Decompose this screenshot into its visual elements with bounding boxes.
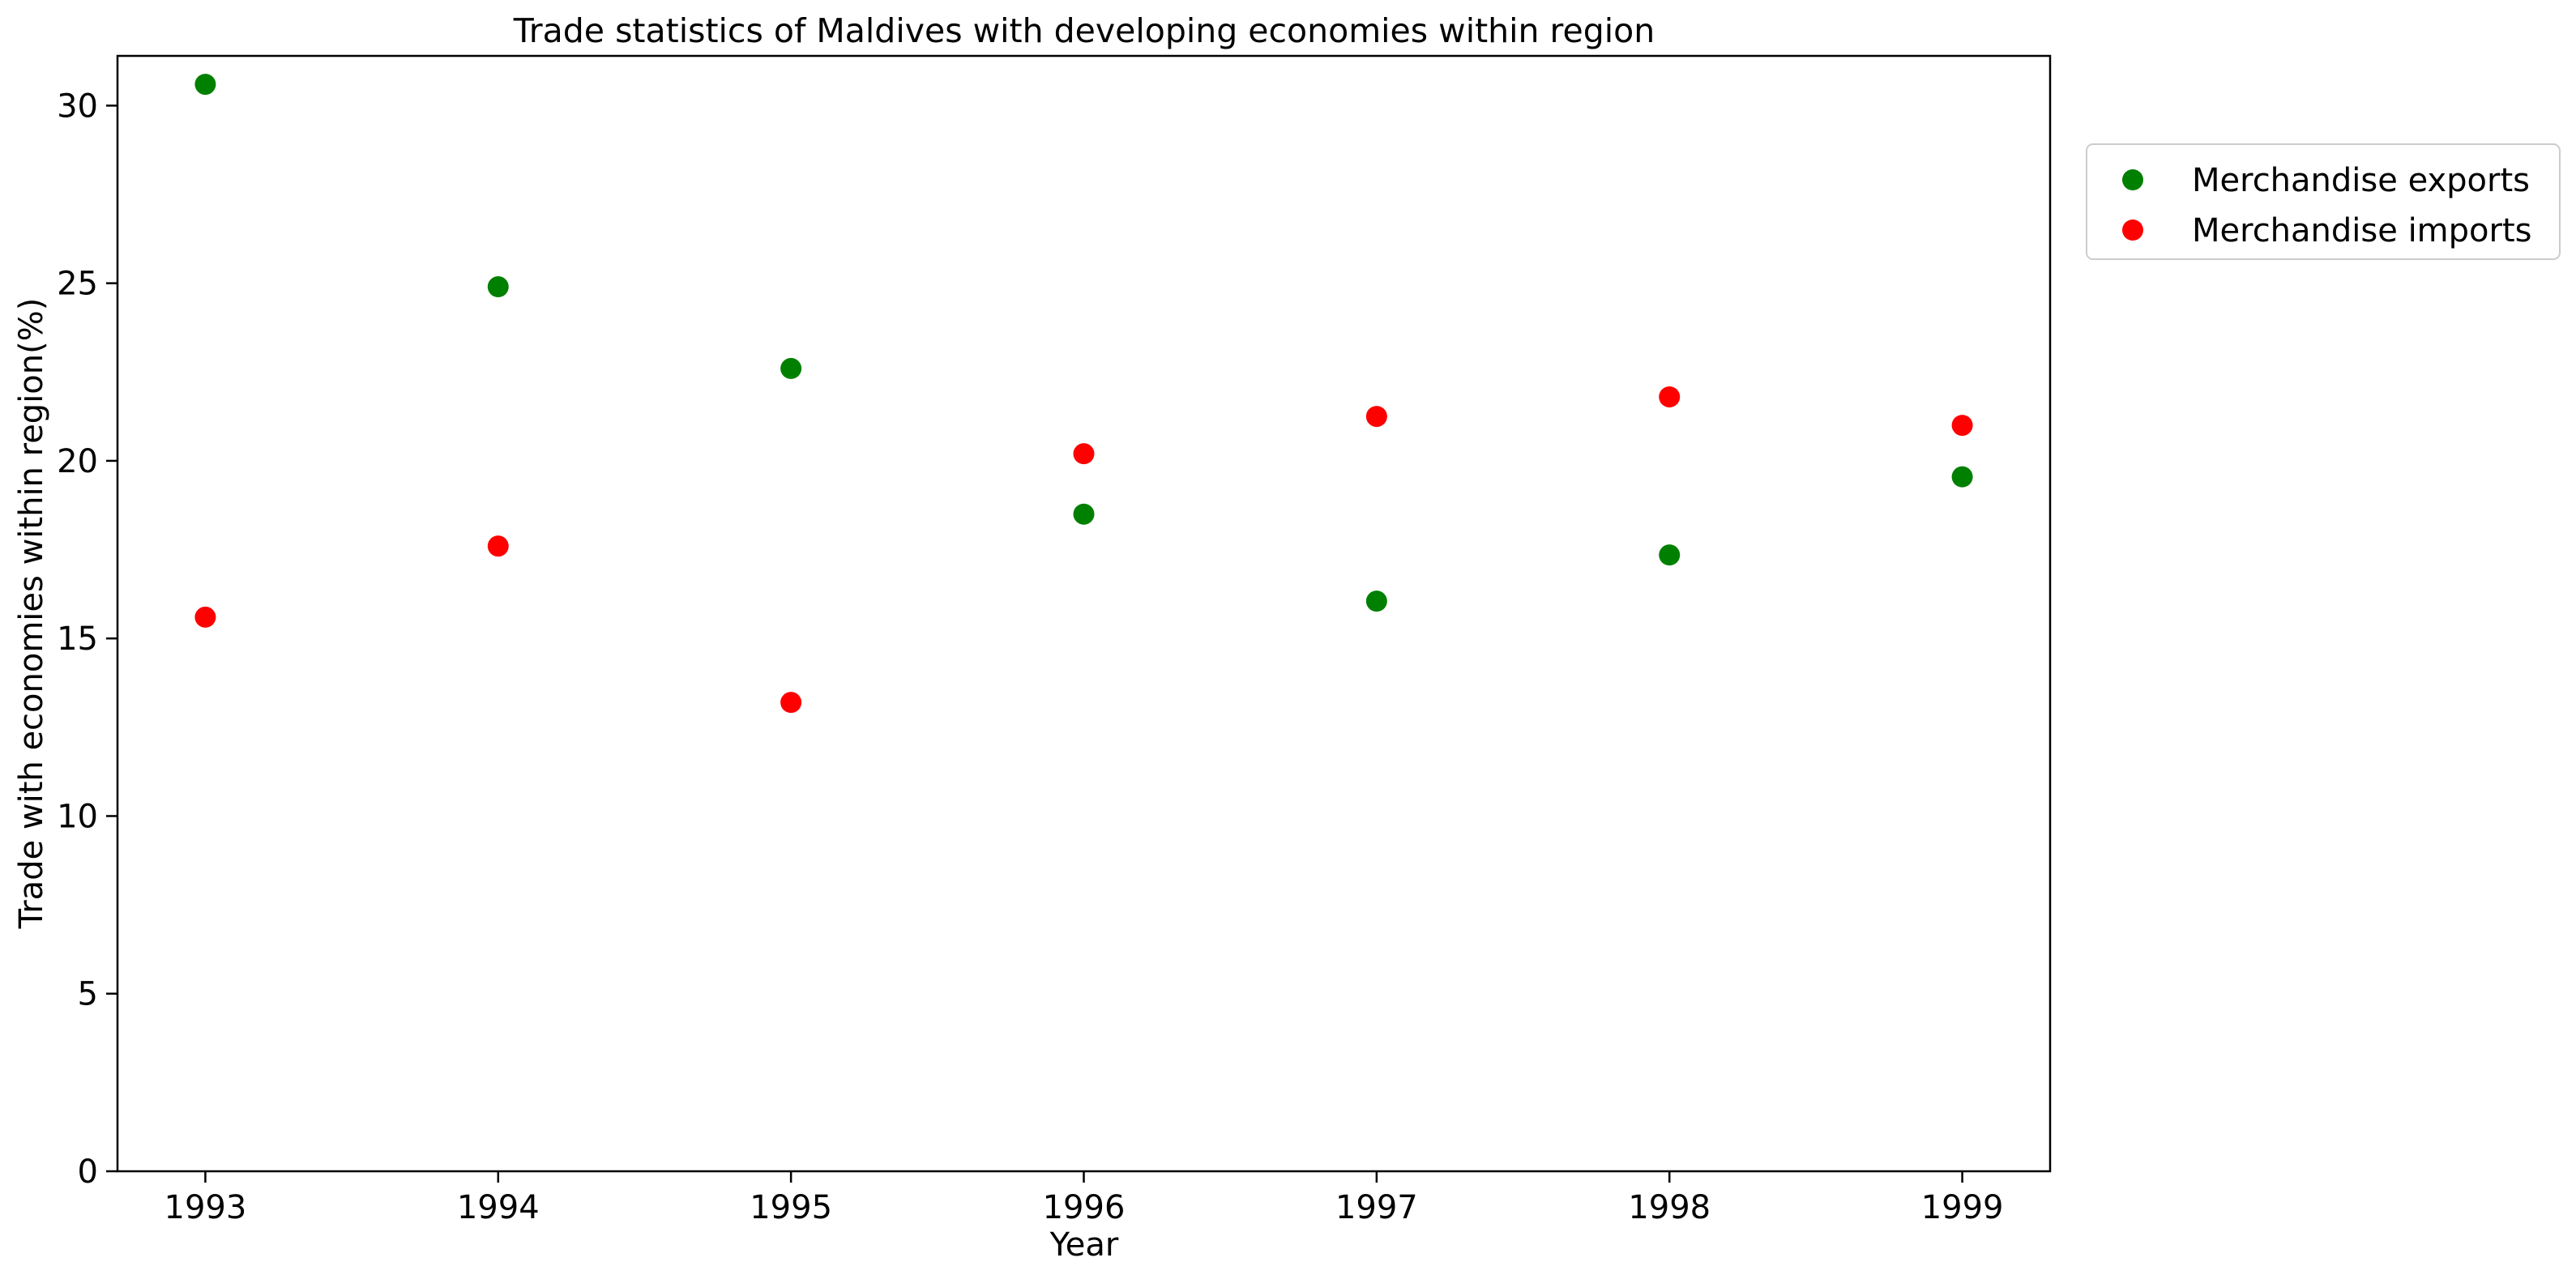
y-tick-label: 15 [57, 620, 98, 658]
point-merchandise-exports [487, 276, 509, 298]
y-tick-label: 5 [78, 976, 98, 1013]
legend-box [2086, 143, 2561, 260]
y-tick-label: 30 [57, 87, 98, 125]
point-merchandise-imports [194, 606, 216, 628]
chart-title: Trade statistics of Maldives with develo… [513, 11, 1655, 50]
point-merchandise-exports [1951, 466, 1973, 488]
point-merchandise-imports [1073, 443, 1095, 465]
point-merchandise-exports [194, 74, 216, 96]
x-axis: 1993 1994 1995 1996 1997 1998 1999 [164, 1171, 2004, 1226]
y-tick-label: 0 [78, 1153, 98, 1191]
data-points [194, 74, 1973, 714]
legend-marker-merchandise-exports [2122, 169, 2143, 190]
x-tick-label: 1998 [1628, 1189, 1711, 1226]
point-merchandise-exports [1659, 544, 1681, 566]
point-merchandise-imports [487, 535, 509, 557]
legend-label-merchandise-exports: Merchandise exports [2192, 162, 2530, 199]
point-merchandise-imports [1951, 415, 1973, 437]
y-tick-label: 20 [57, 443, 98, 480]
x-tick-label: 1995 [750, 1189, 832, 1226]
point-merchandise-exports [1073, 503, 1095, 525]
point-merchandise-exports [1365, 590, 1387, 612]
y-tick-label: 10 [57, 798, 98, 835]
x-tick-label: 1993 [164, 1189, 247, 1226]
point-merchandise-imports [780, 692, 802, 714]
y-axis: 0 5 10 15 20 25 30 [57, 87, 117, 1191]
legend-label-merchandise-imports: Merchandise imports [2192, 212, 2531, 249]
point-merchandise-exports [780, 357, 802, 379]
x-tick-label: 1996 [1043, 1189, 1126, 1226]
point-merchandise-imports [1659, 386, 1681, 407]
legend: Merchandise exports Merchandise imports [2086, 143, 2561, 260]
legend-marker-merchandise-imports [2122, 220, 2143, 241]
x-tick-label: 1999 [1921, 1189, 2004, 1226]
x-tick-label: 1994 [457, 1189, 540, 1226]
point-merchandise-imports [1365, 406, 1387, 428]
x-tick-label: 1997 [1335, 1189, 1418, 1226]
x-axis-title: Year [1049, 1226, 1119, 1264]
y-axis-title: Trade with economies within region(%) [13, 298, 50, 930]
y-tick-label: 25 [57, 266, 98, 303]
plot-area [116, 54, 2052, 1173]
